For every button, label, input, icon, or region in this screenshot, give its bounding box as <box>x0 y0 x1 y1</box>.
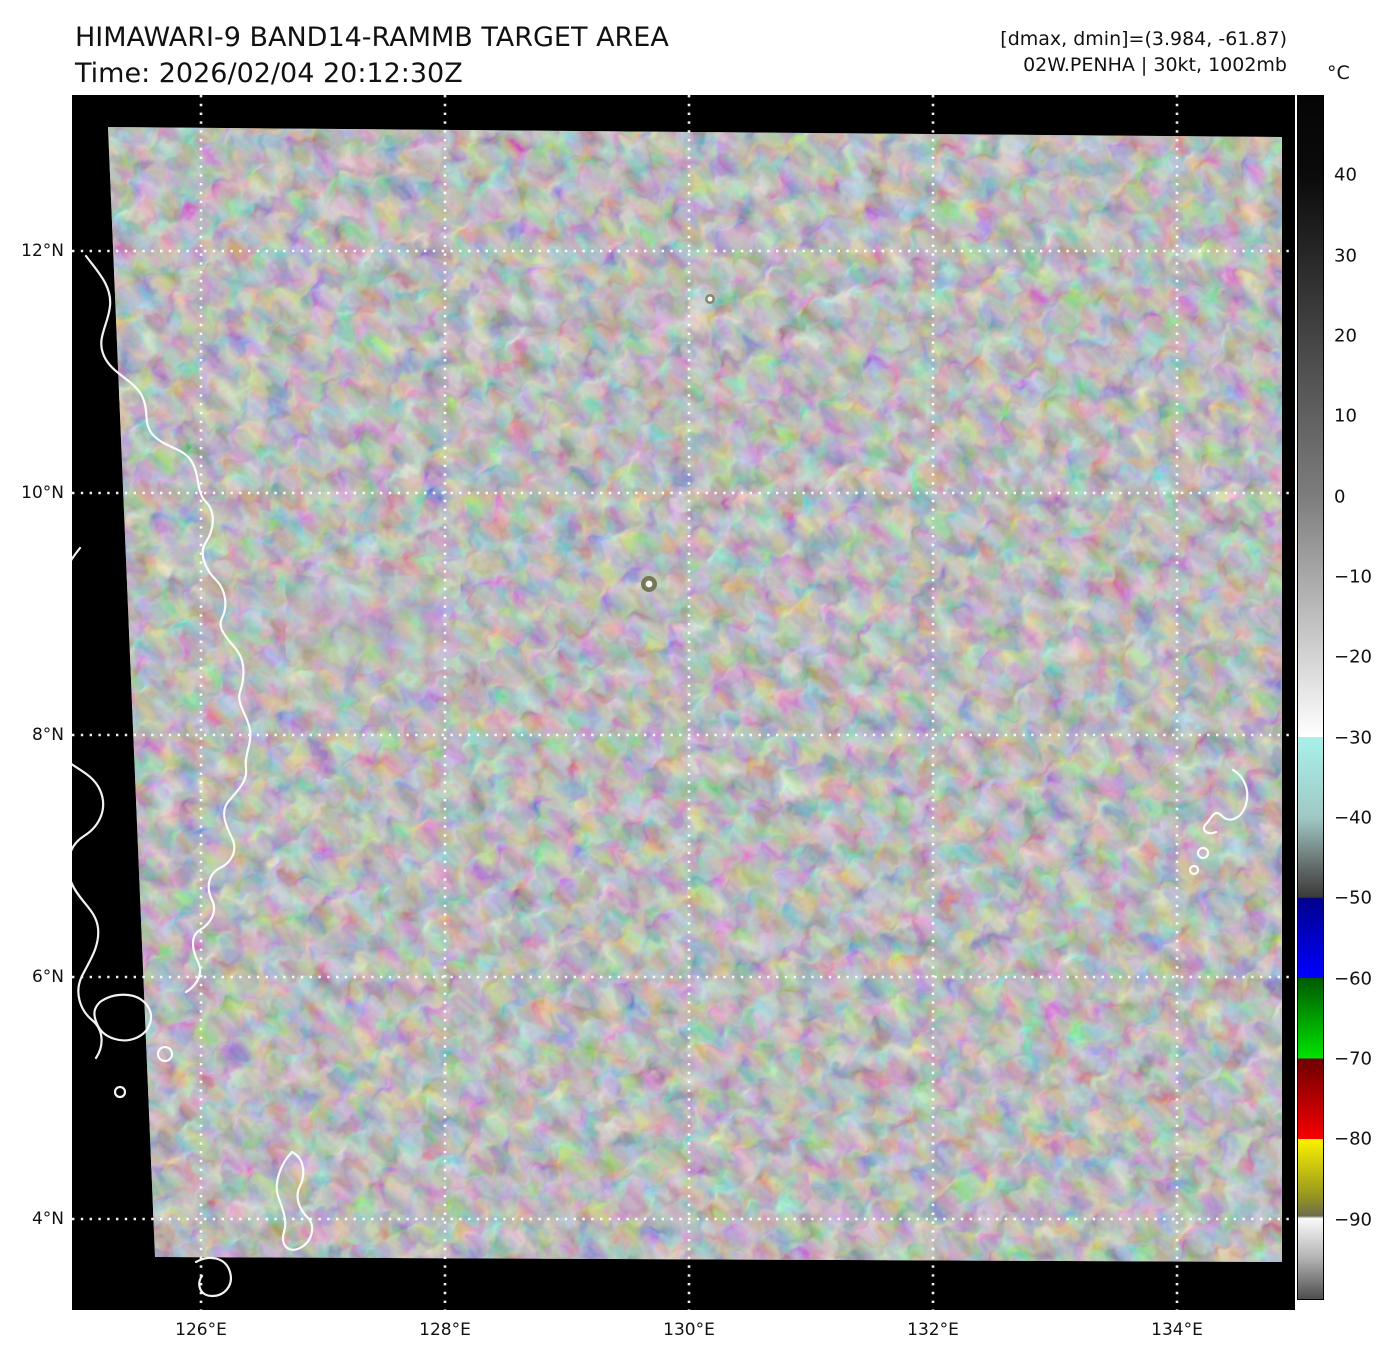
coastline <box>72 254 1249 1298</box>
data-swath <box>108 127 1282 1262</box>
satellite-map: Copyright © 2020-2026 Dapiya <box>72 95 1295 1310</box>
colorbar-tick-label: 0 <box>1334 486 1346 508</box>
satellite-image <box>72 95 1295 1310</box>
lon-tick-label: 134°E <box>1151 1320 1203 1340</box>
colorbar-tick-label: −30 <box>1334 727 1372 749</box>
lat-tick-label: 10°N <box>21 483 64 503</box>
storm-center-marker <box>641 294 715 592</box>
colorbar-tick-label: −90 <box>1334 1209 1372 1231</box>
lat-tick-label: 8°N <box>31 725 64 745</box>
header: HIMAWARI-9 BAND14-RAMMB TARGET AREA Time… <box>75 20 669 92</box>
lon-tick-label: 132°E <box>907 1320 959 1340</box>
colorbar-unit-label: °C <box>1327 62 1350 84</box>
page-title: HIMAWARI-9 BAND14-RAMMB TARGET AREA <box>75 22 669 53</box>
cloud-layer-gray-patch <box>306 586 440 662</box>
lat-tick-label: 6°N <box>31 967 64 987</box>
lon-tick-label: 128°E <box>419 1320 471 1340</box>
lon-tick-label: 130°E <box>663 1320 715 1340</box>
colorbar-tick-label: −70 <box>1334 1048 1372 1070</box>
colorbar-tick-label: −20 <box>1334 646 1372 668</box>
colorbar <box>1297 95 1324 1300</box>
colorbar-tick-label: 10 <box>1334 405 1357 427</box>
storm-info: 02W.PENHA | 30kt, 1002mb <box>1023 54 1287 76</box>
colorbar-tick-label: 20 <box>1334 325 1357 347</box>
lon-tick-label: 126°E <box>175 1320 227 1340</box>
graticule-gridlines <box>72 95 1295 1310</box>
timestamp: Time: 2026/02/04 20:12:30Z <box>75 58 463 89</box>
colorbar-tick-label: −50 <box>1334 887 1372 909</box>
colorbar-tick-label: 30 <box>1334 245 1357 267</box>
colorbar-tick-label: −80 <box>1334 1128 1372 1150</box>
dmax-dmin-readout: [dmax, dmin]=(3.984, -61.87) <box>1000 28 1287 50</box>
header-stats: [dmax, dmin]=(3.984, -61.87) 02W.PENHA |… <box>1000 26 1287 78</box>
lat-tick-label: 4°N <box>31 1209 64 1229</box>
cloud-layer-yellow <box>227 243 1282 1225</box>
colorbar-tick-label: −10 <box>1334 566 1372 588</box>
colorbar-tick-label: −40 <box>1334 807 1372 829</box>
colorbar-tick-label: −60 <box>1334 968 1372 990</box>
colorbar-tick-label: 40 <box>1334 164 1357 186</box>
lat-tick-label: 12°N <box>21 241 64 261</box>
